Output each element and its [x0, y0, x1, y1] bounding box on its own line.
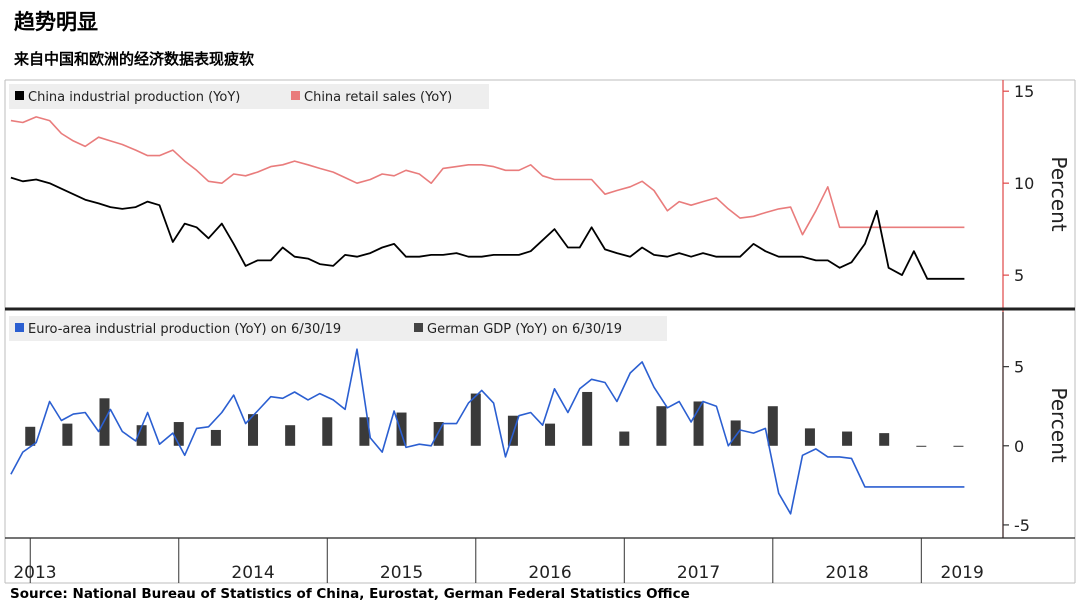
legend-label-china-retail: China retail sales (YoY) [304, 90, 452, 105]
german-gdp-bar [470, 393, 481, 446]
german-gdp-bar [285, 425, 296, 446]
chart-subtitle: 来自中国和欧洲的经济数据表现疲软 [14, 50, 255, 68]
series-lines [10, 116, 965, 515]
bottom-ytick-label: 5 [1014, 358, 1024, 377]
legend-label-euro-ip: Euro-area industrial production (YoY) on… [28, 322, 341, 337]
bottom-y-axis: -5 0 5 [1003, 358, 1030, 535]
german-gdp-bar [396, 412, 407, 446]
bottom-legend-bg [9, 316, 667, 341]
top-ytick-label: 5 [1014, 266, 1024, 285]
legend-swatch-china-retail [291, 91, 300, 100]
chart-frame [4, 79, 1076, 584]
german-gdp-bar [582, 391, 593, 446]
german-gdp-bar [656, 406, 667, 446]
x-tick-label: 2017 [677, 563, 720, 583]
top-ylabel: Percent [1047, 156, 1071, 231]
german-gdp-bar [767, 406, 778, 446]
top-ytick-label: 15 [1014, 82, 1034, 101]
german-gdp-bar [545, 423, 556, 446]
legend-swatch-china-ip [15, 91, 24, 100]
german-gdp-bar [248, 414, 259, 446]
legend-swatch-euro-ip [15, 323, 24, 332]
source-note: Source: National Bureau of Statistics of… [10, 586, 690, 602]
german-gdp-bar [619, 431, 630, 446]
top-legend-bg [9, 84, 489, 109]
german-gdp-bar [507, 415, 518, 446]
legend-label-german-gdp: German GDP (YoY) on 6/30/19 [427, 322, 622, 337]
bottom-legend: Euro-area industrial production (YoY) on… [15, 322, 622, 337]
euro-industrial-production-line [10, 348, 965, 515]
x-tick-label: 2016 [528, 563, 571, 583]
german-gdp-bar [804, 428, 815, 446]
x-axis: 2013 2014 2015 2016 2017 2018 2019 [13, 538, 984, 583]
german-gdp-bar [730, 420, 741, 446]
german-gdp-bar [62, 423, 73, 446]
german-gdp-bar [173, 422, 184, 446]
x-tick-label: 2018 [825, 563, 868, 583]
german-gdp-bar [879, 433, 890, 446]
german-gdp-bar [136, 425, 147, 446]
german-gdp-bar [842, 431, 853, 446]
top-legend: China industrial production (YoY) China … [15, 90, 452, 105]
x-tick-label: 2019 [941, 563, 984, 583]
x-tick-label: 2015 [380, 563, 423, 583]
top-y-axis: 5 10 15 [1003, 82, 1034, 285]
bottom-ytick-label: -5 [1014, 516, 1030, 535]
bottom-ylabel: Percent [1047, 387, 1071, 462]
german-gdp-bar [953, 445, 964, 447]
x-tick-label: 2014 [231, 563, 274, 583]
german-gdp-bar [25, 426, 36, 446]
chart-title: 趋势明显 [14, 10, 98, 34]
german-gdp-bar [916, 445, 927, 447]
german-gdp-bar [359, 417, 370, 446]
german-gdp-bar [693, 401, 704, 446]
german-gdp-bar [210, 429, 221, 446]
legend-label-china-ip: China industrial production (YoY) [28, 90, 240, 105]
china-retail-sales-line [10, 116, 965, 236]
bottom-ytick-label: 0 [1014, 437, 1024, 456]
top-ytick-label: 10 [1014, 174, 1034, 193]
legend-swatch-german-gdp [414, 323, 423, 332]
german-gdp-bar [322, 417, 333, 446]
china-industrial-production-line [10, 176, 965, 280]
x-tick-label: 2013 [13, 563, 56, 583]
german-gdp-bar [433, 422, 444, 446]
